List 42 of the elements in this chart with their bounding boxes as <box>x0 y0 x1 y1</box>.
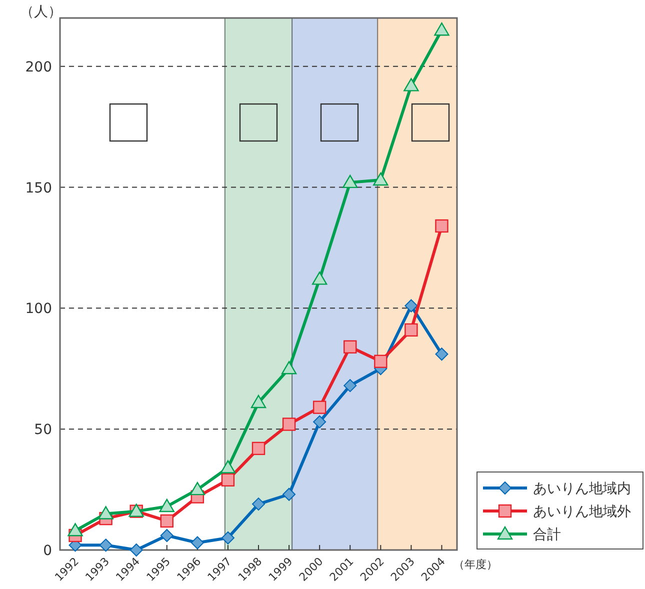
point <box>282 488 296 501</box>
point <box>404 323 418 337</box>
point <box>435 348 448 361</box>
point <box>344 340 357 354</box>
point <box>98 506 114 520</box>
point <box>68 523 83 536</box>
point <box>404 78 419 92</box>
point <box>435 219 448 233</box>
point <box>159 498 174 512</box>
x-axis-title: （年度） <box>454 558 498 571</box>
point <box>373 172 388 186</box>
point <box>312 400 326 414</box>
point <box>374 354 388 368</box>
point <box>404 299 418 312</box>
y-tick-label: 200 <box>25 59 52 76</box>
point <box>342 174 358 188</box>
point <box>282 418 296 431</box>
point <box>281 361 297 374</box>
point <box>190 536 204 550</box>
point <box>312 272 328 285</box>
point <box>220 460 236 474</box>
point <box>190 482 206 496</box>
point <box>252 498 265 511</box>
point <box>313 415 326 428</box>
y-tick-label: 50 <box>34 422 52 438</box>
y-axis-title: （人） <box>20 4 62 20</box>
point <box>130 544 143 556</box>
point <box>160 528 174 542</box>
legend-label: あいりん地域内 <box>533 481 631 497</box>
point <box>344 379 357 392</box>
point <box>160 514 174 528</box>
y-tick-label: 150 <box>25 180 52 196</box>
point <box>99 538 112 552</box>
y-tick-label: 100 <box>25 301 52 318</box>
point <box>252 442 266 456</box>
point <box>250 394 266 408</box>
legend-label: あいりん地域外 <box>533 504 631 520</box>
point <box>434 22 450 36</box>
legend-label: 合計 <box>533 527 561 543</box>
point <box>221 473 235 486</box>
y-tick-label: 0 <box>43 543 52 559</box>
point <box>221 531 234 544</box>
